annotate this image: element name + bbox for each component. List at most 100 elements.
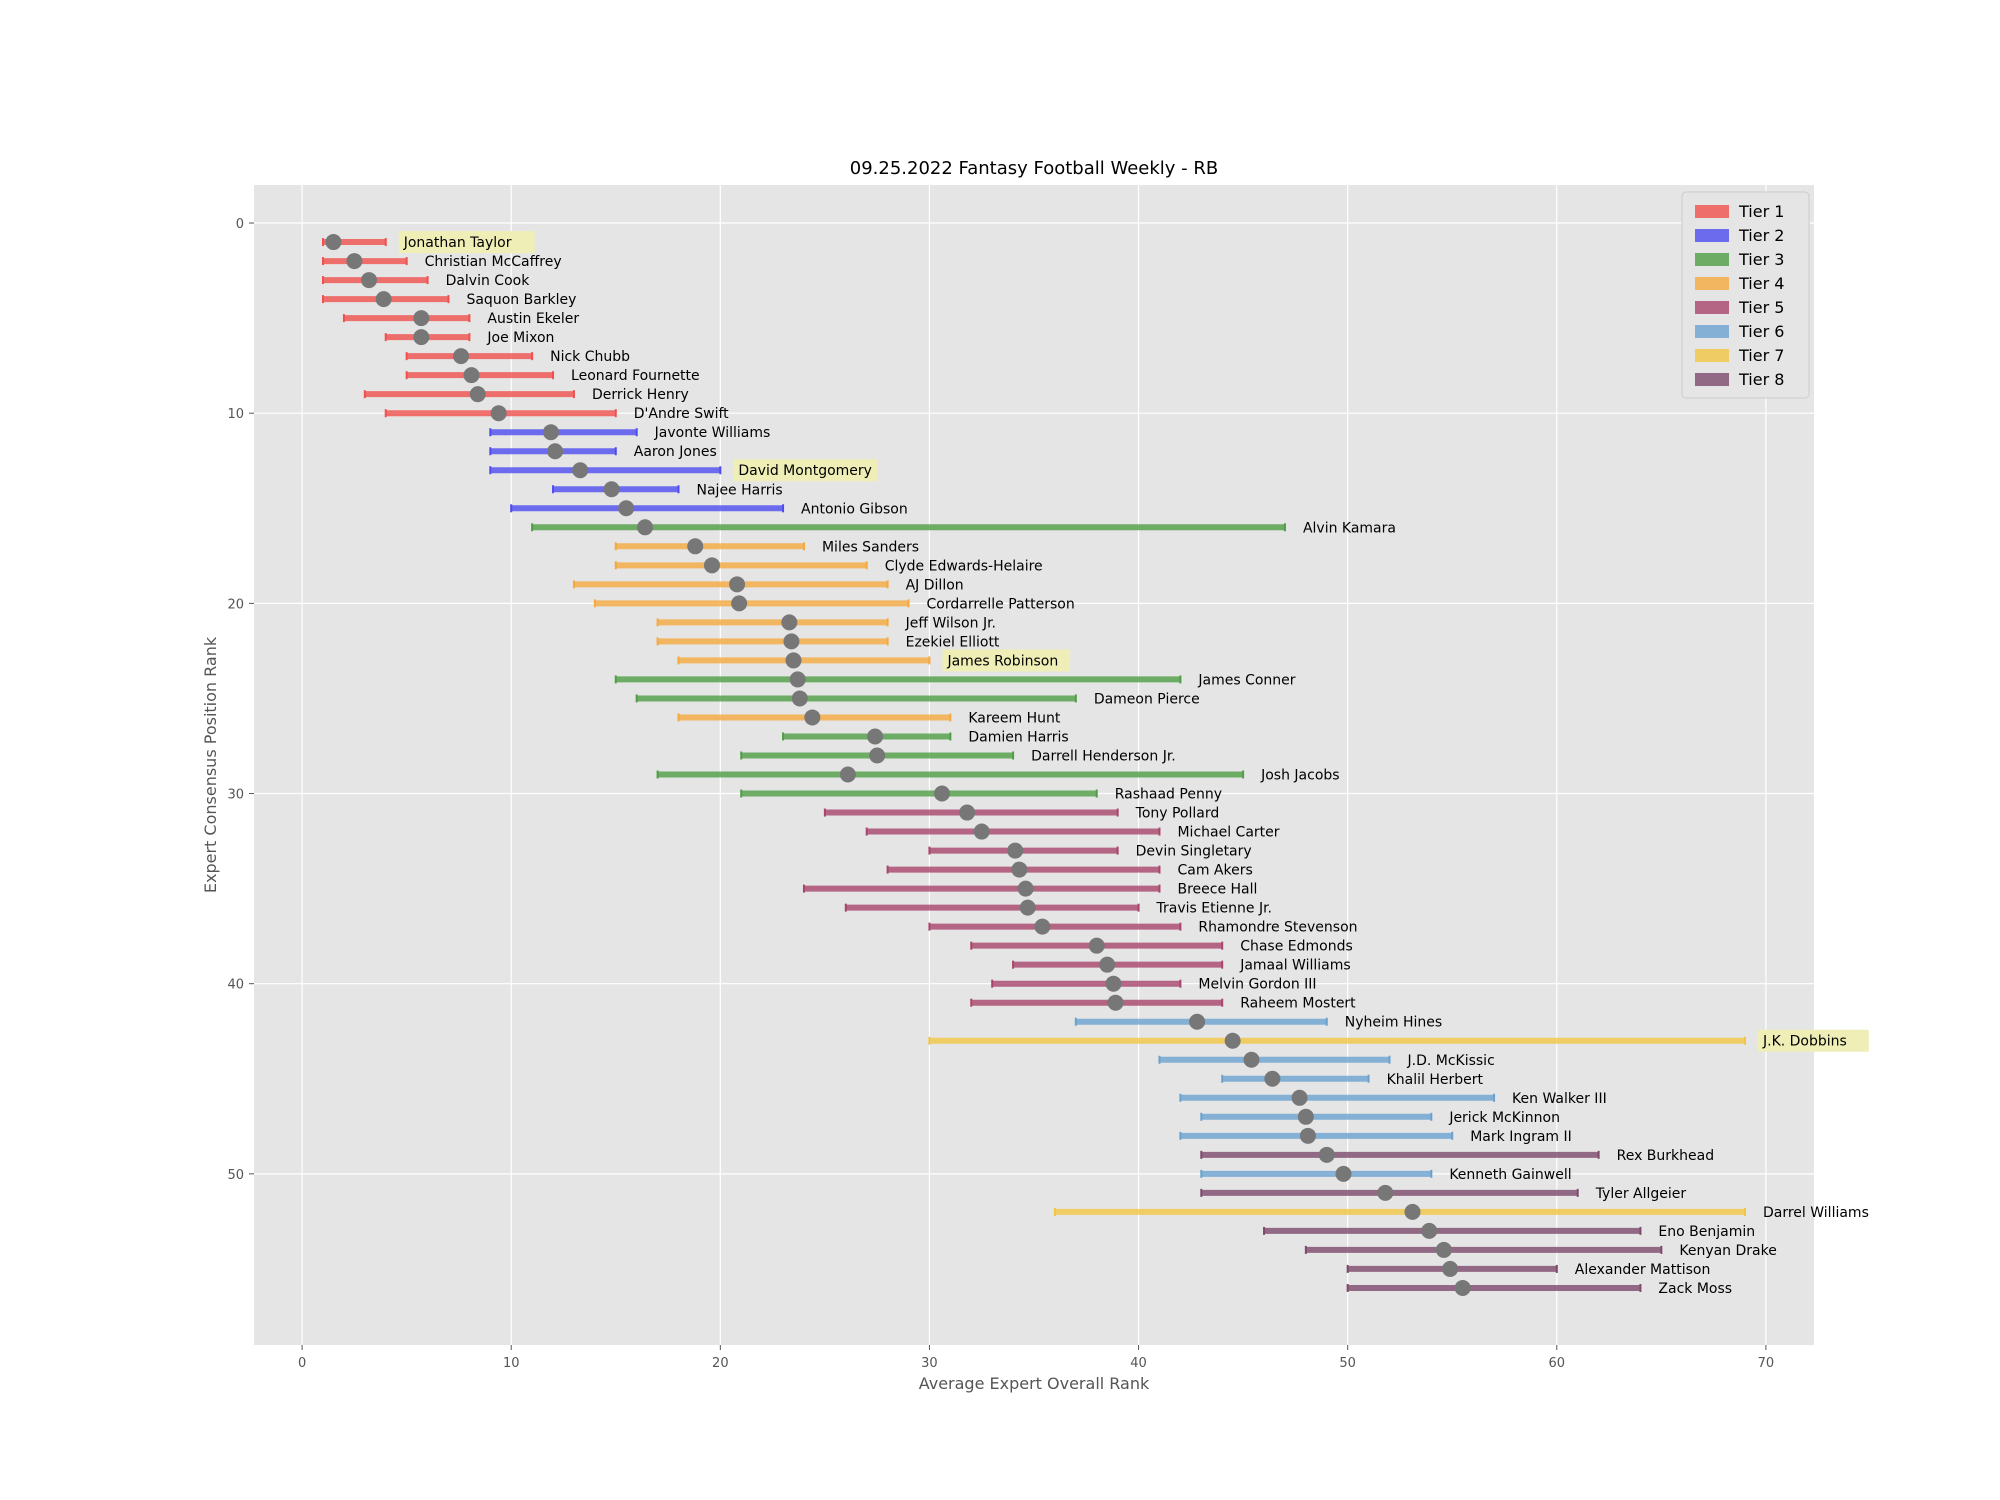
player-label: Miles Sanders — [822, 539, 919, 555]
avg-rank-dot — [1017, 880, 1034, 897]
avg-rank-dot — [1243, 1051, 1260, 1068]
player-label: Melvin Gordon III — [1198, 977, 1316, 993]
plot-area — [254, 185, 1814, 1345]
player-label: Tyler Allgeier — [1595, 1186, 1687, 1202]
player-label: Leonard Fournette — [571, 368, 700, 384]
player-label: Alvin Kamara — [1303, 520, 1396, 536]
avg-rank-dot — [413, 310, 430, 327]
avg-rank-dot — [1442, 1260, 1459, 1277]
player-label: Zack Moss — [1658, 1281, 1732, 1297]
player-label: Jamaal Williams — [1239, 958, 1350, 974]
player-label: Michael Carter — [1177, 825, 1279, 841]
legend-label: Tier 4 — [1738, 274, 1784, 293]
player-label: Antonio Gibson — [801, 501, 908, 517]
player-label: Nick Chubb — [550, 349, 630, 365]
player-label: Cordarrelle Patterson — [927, 596, 1075, 612]
avg-rank-dot — [1291, 1089, 1308, 1106]
player-label: Aaron Jones — [634, 444, 717, 460]
avg-rank-dot — [1011, 861, 1028, 878]
player-label: Eno Benjamin — [1658, 1224, 1755, 1240]
avg-rank-dot — [490, 405, 507, 422]
chart-title: 09.25.2022 Fantasy Football Weekly - RB — [850, 158, 1219, 179]
avg-rank-dot — [375, 291, 392, 308]
player-label: Dalvin Cook — [446, 273, 531, 289]
avg-rank-dot — [781, 614, 798, 631]
x-tick-label: 50 — [1339, 1356, 1356, 1371]
player-label: Josh Jacobs — [1260, 768, 1339, 784]
avg-rank-dot — [1404, 1203, 1421, 1220]
x-tick-label: 20 — [712, 1356, 729, 1371]
avg-rank-dot — [346, 253, 363, 270]
player-label: Javonte Williams — [654, 425, 771, 441]
player-label: Darrell Henderson Jr. — [1031, 748, 1176, 764]
player-label: Jonathan Taylor — [403, 235, 512, 251]
avg-rank-dot — [603, 481, 620, 498]
avg-rank-dot — [1034, 918, 1051, 935]
avg-rank-dot — [1377, 1184, 1394, 1201]
label-highlight — [942, 649, 1071, 672]
player-label: Dameon Pierce — [1094, 691, 1200, 707]
legend-label: Tier 5 — [1738, 298, 1784, 317]
y-tick-label: 10 — [227, 407, 244, 422]
legend: Tier 1 Tier 2 Tier 3 Tier 4 Tier 5 Tier 6 Tier… — [1681, 191, 1810, 399]
legend-swatch — [1695, 325, 1729, 338]
x-tick-label: 40 — [1130, 1356, 1147, 1371]
legend-box — [1681, 191, 1810, 399]
avg-rank-dot — [867, 728, 884, 745]
legend-label: Tier 3 — [1738, 250, 1784, 269]
legend-label: Tier 8 — [1738, 370, 1784, 389]
x-tick-label: 10 — [503, 1356, 520, 1371]
player-label: Christian McCaffrey — [425, 254, 562, 270]
avg-rank-dot — [542, 424, 559, 441]
player-label: Ken Walker III — [1512, 1091, 1607, 1107]
avg-rank-dot — [1435, 1241, 1452, 1258]
avg-rank-dot — [703, 557, 720, 574]
avg-rank-dot — [791, 690, 808, 707]
y-tick-label: 20 — [227, 597, 244, 612]
player-label: Alexander Mattison — [1575, 1262, 1711, 1278]
player-label: Cam Akers — [1177, 863, 1252, 879]
y-tick-label: 50 — [227, 1168, 244, 1183]
player-label: Travis Etienne Jr. — [1156, 901, 1272, 917]
avg-rank-dot — [361, 272, 378, 289]
player-label: Jerick McKinnon — [1448, 1110, 1560, 1126]
avg-rank-dot — [973, 823, 990, 840]
player-label: James Robinson — [946, 653, 1058, 669]
avg-rank-dot — [1335, 1165, 1352, 1182]
avg-rank-dot — [1107, 994, 1124, 1011]
player-label: Clyde Edwards-Helaire — [885, 558, 1043, 574]
legend-swatch — [1695, 253, 1729, 266]
avg-rank-dot — [1189, 1013, 1206, 1030]
player-label: Chase Edmonds — [1240, 939, 1353, 955]
avg-rank-dot — [1019, 899, 1036, 916]
avg-rank-dot — [1099, 956, 1116, 973]
y-tick-label: 30 — [227, 788, 244, 803]
x-tick-label: 70 — [1758, 1356, 1775, 1371]
player-label: Devin Singletary — [1136, 844, 1252, 860]
player-label: Najee Harris — [697, 482, 783, 498]
player-label: Breece Hall — [1177, 882, 1257, 898]
y-axis-label: Expert Consensus Position Rank — [201, 636, 220, 893]
x-tick-label: 0 — [298, 1356, 306, 1371]
player-label: Nyheim Hines — [1345, 1015, 1442, 1031]
player-label: Raheem Mostert — [1240, 996, 1356, 1012]
legend-swatch — [1695, 349, 1729, 362]
player-label: J.D. McKissic — [1406, 1053, 1494, 1069]
player-label: Khalil Herbert — [1387, 1072, 1484, 1088]
avg-rank-dot — [731, 595, 748, 612]
avg-rank-dot — [1454, 1279, 1471, 1296]
player-label: D'Andre Swift — [634, 406, 729, 422]
avg-rank-dot — [1421, 1222, 1438, 1239]
player-label: AJ Dillon — [906, 577, 964, 593]
legend-swatch — [1695, 277, 1729, 290]
avg-rank-dot — [1224, 1032, 1241, 1049]
avg-rank-dot — [687, 538, 704, 555]
label-highlight — [398, 231, 535, 254]
avg-rank-dot — [804, 709, 821, 726]
x-tick-label: 30 — [921, 1356, 938, 1371]
legend-label: Tier 2 — [1738, 226, 1784, 245]
player-label: David Montgomery — [738, 463, 872, 479]
avg-rank-dot — [1299, 1127, 1316, 1144]
avg-rank-dot — [413, 329, 430, 346]
